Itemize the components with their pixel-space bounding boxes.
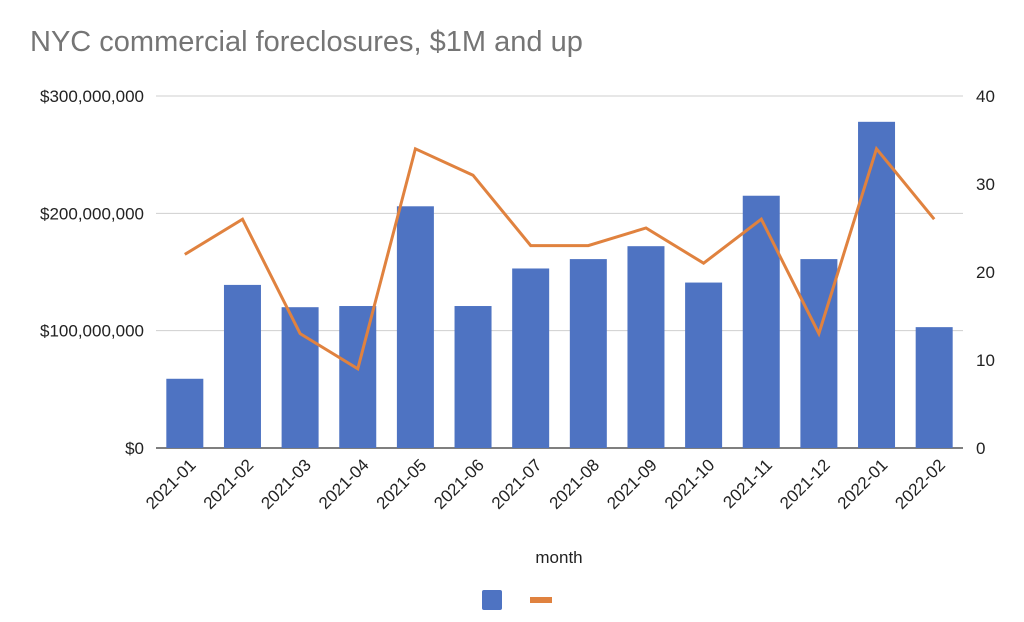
right-tick-label: 20 — [976, 263, 995, 282]
x-tick-label: 2022-01 — [834, 455, 892, 513]
bar — [569, 259, 607, 448]
x-tick-label: 2022-02 — [891, 455, 949, 513]
bar — [685, 282, 723, 448]
x-tick-label: 2021-10 — [661, 455, 719, 513]
x-tick-label: 2021-07 — [488, 455, 546, 513]
bar — [742, 195, 780, 448]
bar — [339, 306, 377, 448]
x-axis-label: month — [535, 548, 582, 567]
bar — [166, 378, 204, 448]
left-axis-ticks: $0 $100,000,000 $200,000,000 $300,000,000 — [40, 87, 144, 458]
x-tick-label: 2021-08 — [546, 455, 604, 513]
legend-swatch-bar — [482, 590, 502, 610]
x-axis-ticks: 2021-01 2021-02 2021-03 2021-04 2021-05 2021-… — [142, 455, 949, 513]
x-tick-label: 2021-12 — [776, 455, 834, 513]
left-tick-label: $100,000,000 — [40, 322, 144, 341]
chart-title: NYC commercial foreclosures, $1M and up — [30, 26, 583, 58]
bar-series — [166, 121, 953, 449]
legend — [482, 590, 552, 610]
left-tick-label: $0 — [125, 439, 144, 458]
right-axis-ticks: 0 10 20 30 40 — [976, 87, 995, 458]
right-tick-label: 10 — [976, 351, 995, 370]
bar — [915, 327, 953, 448]
x-tick-label: 2021-11 — [719, 455, 776, 512]
gridlines — [156, 95, 963, 449]
left-tick-label: $300,000,000 — [40, 87, 144, 106]
bar — [281, 307, 319, 448]
right-tick-label: 0 — [976, 439, 985, 458]
x-tick-label: 2021-02 — [200, 455, 258, 513]
bar — [454, 306, 492, 448]
right-tick-label: 30 — [976, 175, 995, 194]
line-series — [184, 145, 936, 372]
x-tick-label: 2021-04 — [315, 455, 373, 513]
x-tick-label: 2021-01 — [142, 455, 200, 513]
bar — [396, 206, 434, 448]
x-tick-label: 2021-03 — [257, 455, 315, 513]
left-tick-label: $200,000,000 — [40, 204, 144, 223]
bar — [858, 121, 896, 449]
bar — [223, 284, 261, 448]
bar — [512, 268, 550, 448]
x-tick-label: 2021-09 — [603, 455, 661, 513]
line-path — [184, 145, 936, 372]
x-tick-label: 2021-06 — [430, 455, 488, 513]
right-tick-label: 40 — [976, 87, 995, 106]
bar — [627, 246, 665, 448]
x-tick-label: 2021-05 — [373, 455, 431, 513]
legend-swatch-line — [530, 597, 552, 603]
